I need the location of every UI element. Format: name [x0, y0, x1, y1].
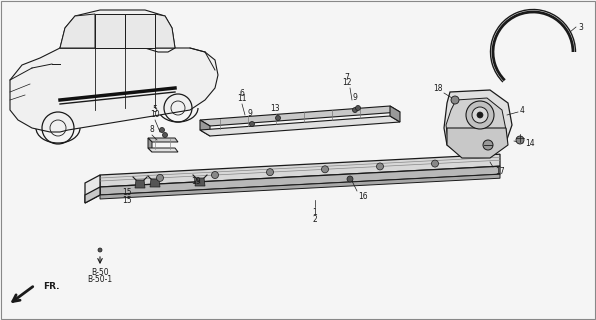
Circle shape	[250, 122, 254, 126]
Text: FR.: FR.	[43, 282, 60, 291]
Polygon shape	[148, 148, 178, 152]
Polygon shape	[155, 14, 175, 48]
Circle shape	[516, 136, 524, 144]
Polygon shape	[100, 166, 500, 195]
Polygon shape	[148, 138, 178, 142]
Polygon shape	[60, 10, 175, 48]
Text: 17: 17	[495, 167, 505, 176]
Circle shape	[472, 107, 488, 123]
Circle shape	[483, 140, 493, 150]
Text: 1: 1	[313, 208, 318, 217]
Text: 11: 11	[237, 94, 247, 103]
Circle shape	[266, 169, 274, 176]
Polygon shape	[60, 14, 95, 48]
Text: 15: 15	[122, 196, 132, 205]
Circle shape	[157, 174, 163, 181]
Text: 4: 4	[520, 106, 525, 115]
Polygon shape	[200, 106, 400, 126]
Polygon shape	[390, 106, 400, 122]
Text: 5: 5	[153, 105, 157, 114]
Circle shape	[352, 108, 358, 113]
Text: 6: 6	[240, 89, 244, 98]
Polygon shape	[444, 90, 512, 156]
Circle shape	[275, 116, 281, 121]
Text: 12: 12	[342, 78, 352, 87]
Text: 14: 14	[525, 139, 535, 148]
Polygon shape	[125, 14, 155, 48]
Circle shape	[477, 112, 483, 118]
Text: 9: 9	[353, 93, 358, 102]
Circle shape	[98, 248, 102, 252]
Polygon shape	[447, 128, 508, 158]
Circle shape	[212, 172, 219, 179]
Text: 15: 15	[122, 188, 132, 197]
Polygon shape	[195, 178, 205, 186]
Text: 10: 10	[150, 110, 160, 119]
Polygon shape	[200, 116, 400, 136]
Text: 13: 13	[270, 104, 280, 113]
Polygon shape	[135, 180, 145, 188]
Polygon shape	[100, 154, 500, 187]
Text: 19: 19	[191, 177, 201, 186]
Text: 2: 2	[313, 215, 318, 224]
Polygon shape	[85, 187, 100, 203]
Circle shape	[451, 96, 459, 104]
Polygon shape	[95, 14, 125, 48]
Circle shape	[355, 106, 361, 110]
Circle shape	[347, 176, 353, 182]
Polygon shape	[446, 98, 506, 150]
Polygon shape	[150, 179, 160, 187]
Circle shape	[377, 163, 383, 170]
Polygon shape	[148, 138, 152, 152]
Text: 9: 9	[247, 109, 253, 118]
Polygon shape	[85, 175, 100, 203]
Polygon shape	[200, 120, 210, 136]
Text: 8: 8	[150, 125, 154, 134]
Circle shape	[163, 132, 167, 138]
Circle shape	[432, 160, 439, 167]
Text: 16: 16	[358, 192, 368, 201]
Polygon shape	[10, 48, 218, 132]
Text: 3: 3	[578, 22, 583, 31]
Polygon shape	[100, 174, 500, 199]
Circle shape	[321, 166, 328, 173]
Text: 7: 7	[344, 73, 349, 82]
Text: B-50: B-50	[91, 268, 109, 277]
Text: 18: 18	[433, 84, 443, 93]
Text: B-50-1: B-50-1	[88, 275, 113, 284]
Circle shape	[466, 101, 494, 129]
Circle shape	[160, 127, 164, 132]
